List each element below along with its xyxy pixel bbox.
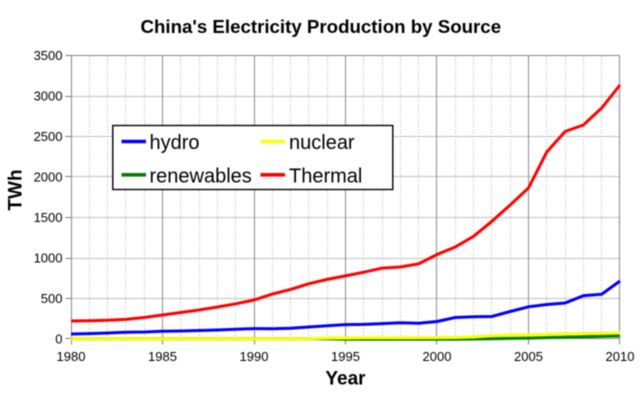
svg-text:1000: 1000 (34, 251, 63, 266)
svg-text:2500: 2500 (34, 129, 63, 144)
svg-text:Thermal: Thermal (289, 165, 362, 187)
svg-text:1500: 1500 (34, 210, 63, 225)
svg-text:1990: 1990 (240, 349, 269, 364)
svg-text:hydro: hydro (150, 132, 200, 154)
svg-text:nuclear: nuclear (289, 132, 355, 154)
svg-text:2000: 2000 (34, 170, 63, 185)
svg-text:3000: 3000 (34, 89, 63, 104)
svg-text:China's Electricity Production: China's Electricity Production by Source (140, 16, 501, 37)
svg-text:3500: 3500 (34, 48, 63, 63)
svg-text:2005: 2005 (514, 349, 543, 364)
svg-text:2000: 2000 (423, 349, 452, 364)
svg-text:renewables: renewables (150, 165, 252, 187)
svg-text:1995: 1995 (331, 349, 360, 364)
svg-text:1985: 1985 (148, 349, 177, 364)
svg-text:1980: 1980 (57, 349, 86, 364)
svg-text:500: 500 (41, 291, 63, 306)
svg-text:2010: 2010 (606, 349, 635, 364)
svg-text:TWh: TWh (6, 169, 27, 210)
svg-text:Year: Year (325, 369, 366, 390)
svg-text:0: 0 (55, 332, 62, 347)
